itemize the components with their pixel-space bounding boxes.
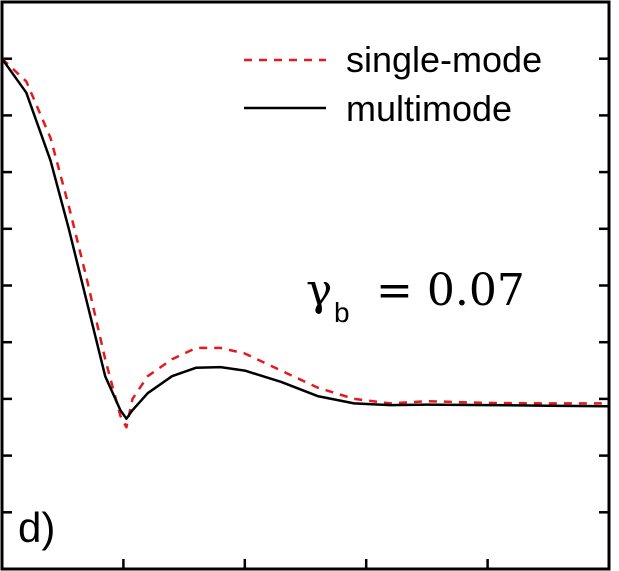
series-group [0,57,610,429]
series-line-single-mode [1,57,609,429]
legend: single-mode multimode [244,39,542,129]
legend-label-multimode: multimode [346,88,512,129]
gamma-symbol: γ [306,265,332,316]
legend-label-single-mode: single-mode [346,39,542,80]
panel-label: d) [18,504,55,551]
gamma-subscript: b [334,297,350,328]
gamma-annotation: γ b = 0.07 [306,265,525,328]
series-line-multimode [0,57,610,420]
gamma-value: = 0.07 [376,265,525,316]
